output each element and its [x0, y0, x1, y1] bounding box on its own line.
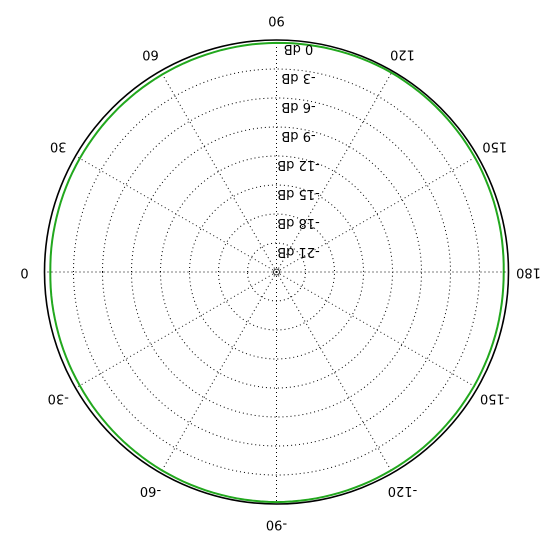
- grid-ring: [73, 68, 480, 476]
- ring-label: -12 dB: [277, 157, 320, 172]
- polar-grid: [44, 40, 509, 504]
- angle-label: 0: [20, 265, 28, 280]
- outer-circle: [43, 39, 510, 505]
- angle-label: -90: [266, 517, 287, 532]
- angle-label: -120: [388, 483, 418, 498]
- ring-label: -18 dB: [277, 215, 320, 230]
- angle-label: 150: [482, 139, 507, 154]
- angle-label: -30: [48, 391, 69, 406]
- polar-plot: 0 30 60 90 120 150 180 -150 -120 -90 -60 -30 0 dB -3 …: [20, 13, 541, 532]
- grid-ring: [218, 213, 335, 331]
- series-line: [49, 41, 505, 504]
- angle-label: 30: [50, 139, 67, 154]
- grid-spoke: [75, 155, 277, 273]
- grid-spoke: [160, 70, 277, 273]
- grid-ring: [102, 97, 451, 447]
- ring-label: -15 dB: [277, 186, 320, 201]
- angle-label: 60: [142, 46, 159, 61]
- ring-label: -9 dB: [281, 128, 315, 143]
- angle-label: -150: [480, 391, 510, 406]
- angle-label: 90: [268, 13, 285, 28]
- ring-label: 0 dB: [284, 41, 314, 56]
- series-group: [49, 41, 505, 504]
- angle-label: 180: [516, 265, 541, 280]
- angle-label: 120: [390, 46, 415, 61]
- grid-spoke: [276, 155, 478, 273]
- center-marker: [273, 268, 280, 276]
- ring-label: -3 dB: [281, 70, 315, 85]
- grid-spoke: [276, 271, 393, 474]
- grid-spoke: [75, 271, 277, 389]
- grid-spoke: [276, 271, 478, 389]
- angle-label: -60: [140, 483, 161, 498]
- grid-spoke: [276, 70, 393, 273]
- grid-spoke: [160, 271, 277, 474]
- ring-label: -21 dB: [277, 244, 320, 259]
- ring-label: -6 dB: [281, 99, 315, 114]
- label-group: 0 30 60 90 120 150 180 -150 -120 -90 -60 -30 0 dB -3 …: [20, 13, 541, 532]
- grid-ring: [189, 184, 364, 360]
